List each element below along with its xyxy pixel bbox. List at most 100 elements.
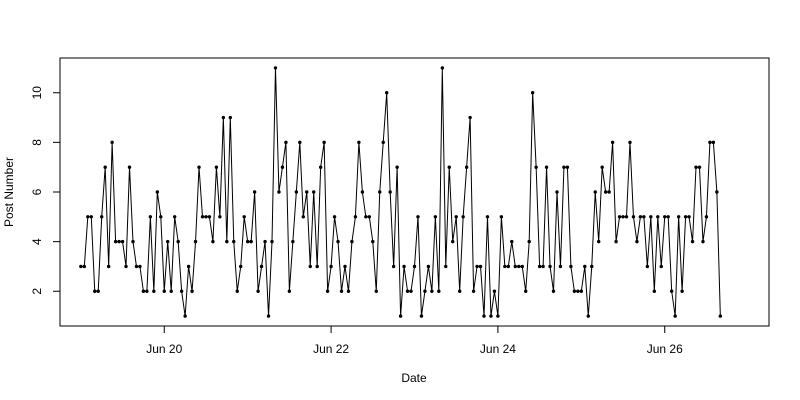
data-point (645, 264, 650, 269)
data-point (687, 215, 691, 219)
y-axis-label: Post Number (2, 157, 16, 227)
data-point (478, 264, 483, 269)
y-tick-label: 10 (30, 86, 44, 100)
data-point (572, 289, 577, 293)
data-point (482, 314, 486, 318)
data-point (221, 115, 226, 120)
data-point (520, 264, 524, 269)
data-point (294, 190, 299, 194)
data-point (631, 215, 636, 219)
data-point (318, 165, 323, 169)
data-point (430, 289, 434, 293)
data-point (489, 314, 493, 318)
data-point (145, 289, 149, 293)
data-point (256, 289, 260, 293)
data-point (360, 190, 365, 194)
data-point (437, 289, 441, 293)
data-point (697, 165, 702, 169)
data-point (635, 239, 639, 244)
y-tick-label: 2 (30, 288, 44, 295)
data-point (155, 190, 160, 194)
data-point (190, 289, 194, 293)
data-point (524, 289, 528, 293)
data-point (315, 264, 319, 269)
data-point (298, 140, 302, 145)
data-point (718, 314, 723, 318)
data-point (597, 239, 601, 244)
data-point (419, 314, 424, 318)
data-point (704, 215, 709, 219)
data-point (197, 165, 201, 169)
data-point (562, 165, 566, 169)
data-point (79, 264, 83, 269)
data-point (169, 289, 173, 293)
data-point (506, 264, 511, 269)
data-point (548, 264, 552, 269)
data-point (371, 239, 375, 244)
data-point (513, 264, 517, 269)
x-tick-label: Jun 22 (313, 342, 349, 356)
data-point (433, 215, 438, 219)
data-point (621, 215, 625, 219)
data-point (86, 215, 90, 219)
data-point (207, 215, 212, 219)
data-point (496, 314, 500, 318)
data-point (357, 140, 361, 145)
data-point (263, 239, 267, 244)
series-line (80, 67, 721, 317)
data-point (134, 264, 139, 269)
data-point (148, 215, 153, 219)
data-point (398, 314, 403, 318)
data-point (301, 215, 305, 219)
data-point (690, 239, 695, 244)
data-point (475, 264, 479, 269)
data-point (447, 165, 451, 169)
data-point (391, 264, 396, 269)
data-point (235, 289, 239, 293)
data-point (569, 264, 573, 269)
data-point (659, 264, 663, 269)
data-point (364, 215, 368, 219)
data-point (590, 264, 594, 269)
data-point (492, 289, 497, 293)
data-point (444, 264, 448, 269)
data-point (162, 289, 166, 293)
data-point (273, 66, 278, 70)
data-point (461, 215, 465, 219)
data-point (270, 239, 274, 244)
data-point (89, 215, 93, 219)
data-point (141, 289, 146, 293)
data-point (110, 140, 114, 145)
data-point (701, 239, 705, 244)
data-point (607, 190, 611, 194)
data-point (93, 289, 97, 293)
data-point (113, 239, 118, 244)
data-point (649, 215, 653, 219)
data-point (214, 165, 219, 169)
data-point (683, 215, 688, 219)
data-point (457, 289, 462, 293)
data-point (252, 190, 257, 194)
data-point (332, 215, 337, 219)
data-point (676, 215, 681, 219)
data-point (350, 239, 354, 244)
data-point (586, 314, 590, 318)
data-point (471, 289, 476, 293)
data-point (346, 289, 351, 293)
data-point (322, 140, 326, 145)
data-point (395, 165, 399, 169)
x-tick-label: Jun 24 (480, 342, 516, 356)
data-point (527, 239, 531, 244)
data-point (308, 264, 312, 269)
data-point (127, 165, 132, 169)
y-tick-label: 4 (30, 238, 44, 245)
data-point (193, 239, 198, 244)
data-point (708, 140, 712, 145)
data-point (600, 165, 604, 169)
data-point (652, 289, 657, 293)
data-point (353, 215, 358, 219)
data-point (312, 190, 316, 194)
data-point (339, 289, 344, 293)
y-tick-label: 6 (30, 188, 44, 195)
